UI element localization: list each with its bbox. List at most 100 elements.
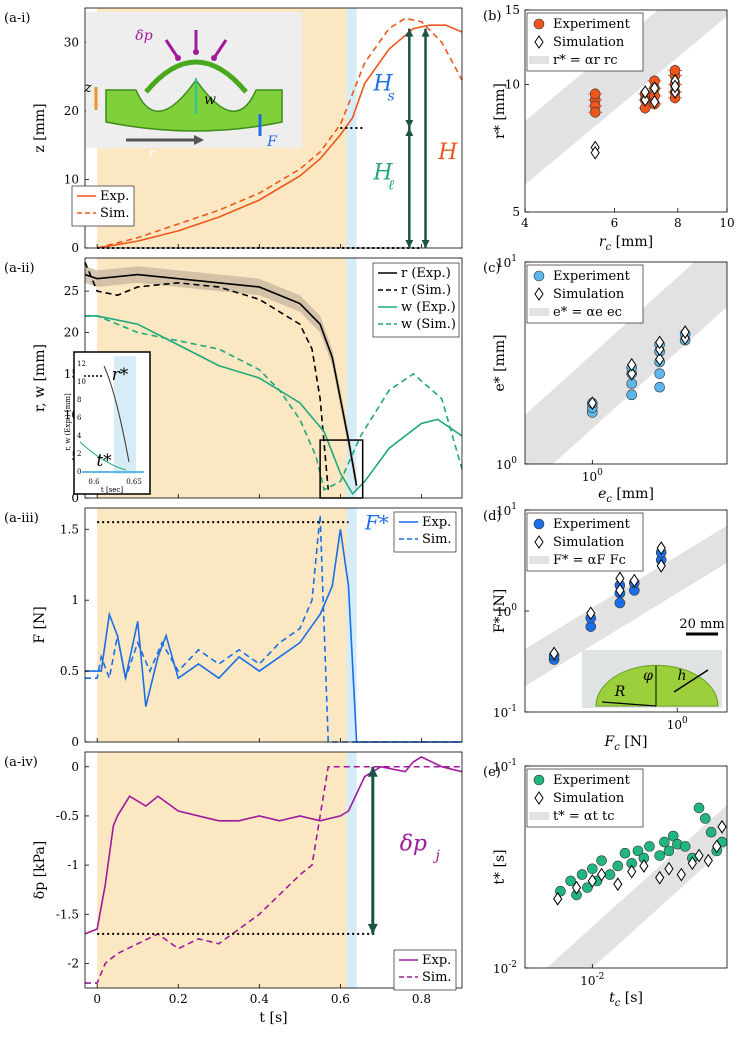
x-tick-label: 100 [582,468,603,484]
x-axis-label-unit: [mm] [612,486,654,502]
legend-marker-band [529,56,549,64]
data-point-experiment [705,826,717,838]
data-point-experiment [679,841,691,852]
inset-label-R: R [614,684,626,700]
H-arrow-head-bottom [421,240,430,248]
annot-rstar: r* [112,365,129,385]
y-tick-label: 0 [71,735,79,749]
legend-entry: Exp. [422,953,451,968]
dpj-arrow-bottom [367,923,378,934]
tick-exponent: -1 [508,758,517,768]
data-point-simulation [655,352,665,367]
data-point-experiment [659,836,670,848]
x-tick-label: 0 [93,992,101,1006]
data-point-simulation [571,880,582,895]
shaded-region-snap [346,508,357,742]
pressure-arrow-head [211,55,217,61]
data-point-simulation [717,819,727,834]
y-tick-label: 30 [64,35,79,49]
y-tick-label: 0 [71,241,79,255]
data-point-experiment [693,802,705,814]
Hl-arrow-head-top [405,128,414,136]
series-line [84,261,330,490]
y-tick-label: 1 [71,593,79,607]
legend-entry: F* = αF Fc [553,553,626,568]
legend-marker-band [529,812,549,820]
h-arrow [673,669,709,693]
axes-frame [84,751,463,989]
shell-shape [105,78,283,132]
data-point-simulation [655,335,665,350]
axes-frame [84,507,463,743]
inset-xtick: 0.6 [88,478,100,486]
series-line [84,756,463,935]
x-axis-label-sub: c [606,494,612,505]
legend-box [393,949,457,991]
tick-exponent: -2 [508,960,517,970]
legend-entry: e* = αe ec [553,305,622,320]
panel-a-iii: 0 0.5 1 1.5 (a-iii) F [N] F* Exp. Sim. [4,507,463,749]
legend-entry: Experiment [553,17,631,32]
pressure-arrow [212,39,228,59]
data-point-simulation [627,366,637,381]
legend-marker-simulation [534,287,544,301]
legend-entry: Exp. [422,515,451,530]
dome-shape [595,664,719,707]
panel-a-iv: -2 -1.5 -1 -0.5 0 (a-iv) δp [kPa] 0 0.2 0.4 0.6 0.8… [4,751,463,1026]
y-tick-label: 10-2 [493,960,517,976]
y-tick-label: 0 [71,491,79,505]
tick-exponent: -2 [596,972,605,982]
data-point-simulation [664,861,674,876]
data-point-simulation [613,877,623,892]
y-tick-label: 10 [505,78,520,92]
data-point-simulation [627,864,637,879]
panel-label: (c) [483,261,500,276]
legend-marker-experiment [533,270,545,282]
legend-entry: Simulation [553,791,625,806]
inset-ytick: 8 [77,396,81,404]
data-point-simulation [694,848,704,863]
shaded-region-wave [97,752,347,988]
inset-ytick: 2 [77,450,81,458]
y-tick-label: 10-1 [493,704,517,720]
y-tick-label: 5 [512,205,520,219]
x-axis-label: ec [mm] [598,486,654,505]
data-point-simulation [615,571,625,586]
inset-label-phi: φ [643,668,653,684]
y-tick-label: 0 [71,760,79,774]
series-line [97,24,463,249]
data-point-simulation [712,839,722,854]
Hs-arrow-head-bottom [405,120,414,128]
data-point-experiment [614,597,626,609]
scaling-band [525,10,727,185]
panel-label: (a-iv) [4,755,38,770]
legend-entry: Exp. [100,189,129,204]
panel-label: (a-i) [4,11,30,26]
y-axis-label: F [N] [32,606,48,643]
x-tick-label: 4 [521,216,529,230]
x-tick-label: 100 [667,716,688,732]
data-point-simulation [680,325,690,339]
inset-ytick: 0 [77,468,81,476]
Hs-arrow-head-top [405,28,414,37]
inset-ytick: 4 [77,432,82,440]
y-axis-label: r, w [mm] [32,344,48,412]
data-point-experiment [663,845,675,857]
data-point-simulation [655,870,665,885]
y-tick-label: 1.5 [60,522,79,536]
tick-exponent: 0 [682,716,688,726]
data-point-simulation [553,891,563,906]
inset-r-curve [103,365,130,463]
data-point-experiment [589,88,601,100]
data-point-experiment [619,847,631,859]
data-point-simulation [629,573,639,588]
data-point-simulation [640,85,650,99]
legend-box [393,511,457,553]
panel-label: (a-ii) [4,261,35,276]
tick-exponent: 0 [597,468,603,478]
x-axis-label: Fc [N] [604,734,648,753]
data-point-simulation [649,81,660,96]
data-point-simulation [670,79,680,94]
legend-entry: r (Sim.) [401,283,451,298]
